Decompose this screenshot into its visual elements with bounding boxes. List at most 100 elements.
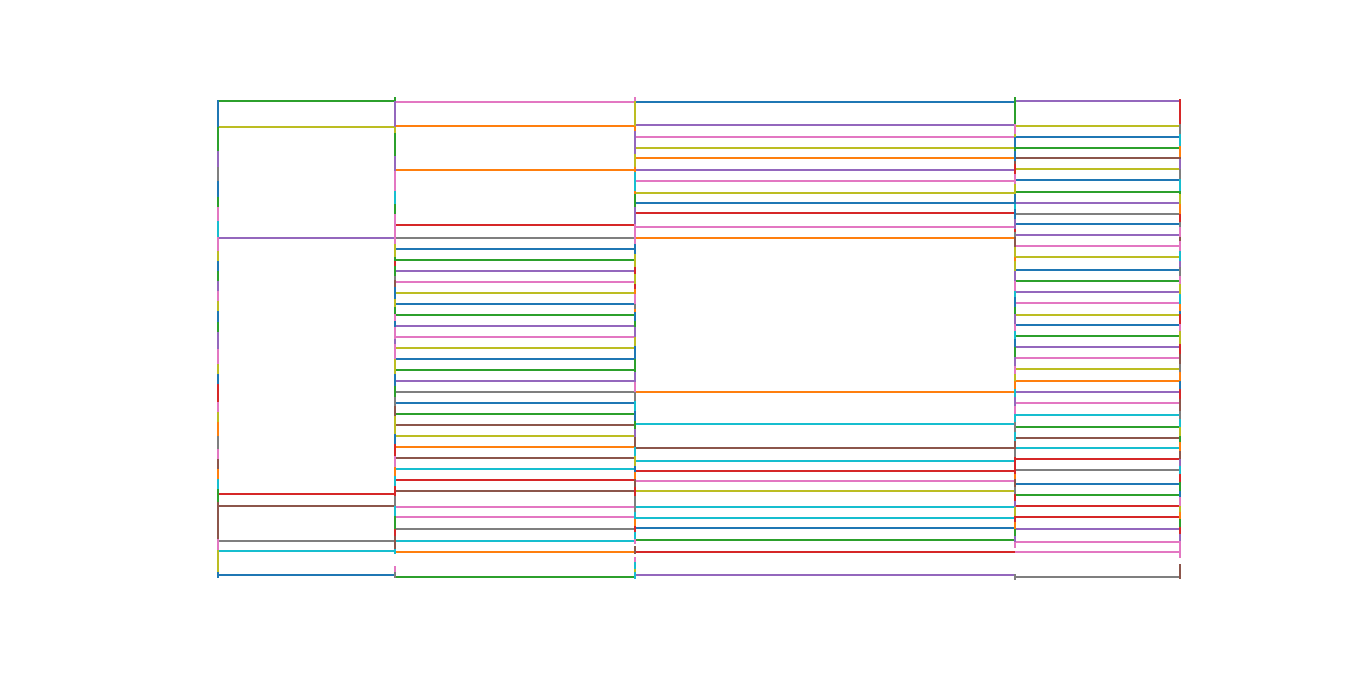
v-segment-x395 (394, 234, 396, 246)
v-segment-x395 (394, 486, 396, 498)
h-segment-col2 (395, 516, 635, 518)
v-segment-x395 (394, 434, 396, 446)
h-segment-col2 (395, 380, 635, 382)
h-segment-col4 (1015, 576, 1180, 578)
v-segment-x218 (217, 261, 219, 273)
h-segment-col4 (1015, 191, 1180, 193)
v-segment-x395 (394, 536, 396, 551)
v-segment-x395 (394, 397, 396, 408)
v-segment-x395 (394, 321, 396, 329)
v-segment-x1015 (1014, 307, 1016, 316)
h-segment-col2 (395, 457, 635, 459)
v-segment-x635 (634, 411, 636, 423)
v-segment-x218 (217, 502, 219, 541)
v-segment-x635 (634, 172, 636, 193)
h-segment-col4 (1015, 426, 1180, 428)
v-segment-x635 (634, 254, 636, 269)
v-segment-x635 (634, 572, 636, 579)
v-segment-x1015 (1014, 232, 1016, 239)
h-segment-col1 (218, 540, 395, 542)
h-segment-col2 (395, 358, 635, 360)
v-segment-x1015 (1014, 441, 1016, 451)
v-segment-x635 (634, 372, 636, 384)
v-segment-x218 (217, 100, 219, 129)
v-segment-x1015 (1014, 219, 1016, 231)
v-segment-x1015 (1014, 97, 1016, 126)
v-segment-x1180 (1179, 372, 1181, 383)
h-segment-col2 (395, 468, 635, 470)
h-segment-col4 (1015, 458, 1180, 460)
v-segment-x635 (634, 304, 636, 311)
h-segment-col3 (635, 539, 1015, 541)
v-segment-x1015 (1014, 339, 1016, 349)
v-segment-x395 (394, 529, 396, 538)
v-segment-x218 (217, 291, 219, 303)
v-segment-x395 (394, 276, 396, 282)
v-segment-x218 (217, 364, 219, 376)
v-segment-x218 (217, 459, 219, 471)
v-segment-x395 (394, 171, 396, 193)
v-segment-x1180 (1179, 497, 1181, 508)
h-segment-col2 (395, 551, 635, 553)
h-segment-col4 (1015, 291, 1180, 293)
v-segment-x395 (394, 496, 396, 508)
v-segment-x1015 (1014, 542, 1016, 548)
h-segment-col4 (1015, 256, 1180, 258)
v-segment-x1180 (1179, 251, 1181, 263)
h-segment-col1 (218, 126, 395, 128)
h-segment-col3 (635, 527, 1015, 529)
v-segment-x635 (634, 131, 636, 156)
h-segment-col3 (635, 506, 1015, 508)
h-segment-col3 (635, 480, 1015, 482)
h-segment-col4 (1015, 483, 1180, 485)
h-segment-col3 (635, 551, 1015, 553)
v-segment-x395 (394, 549, 396, 554)
h-segment-col4 (1015, 494, 1180, 496)
h-segment-col2 (395, 248, 635, 250)
h-segment-col4 (1015, 179, 1180, 181)
h-segment-col3 (635, 147, 1015, 149)
v-segment-x635 (634, 526, 636, 534)
v-segment-x218 (217, 207, 219, 223)
h-segment-col3 (635, 169, 1015, 171)
v-segment-x635 (634, 456, 636, 468)
v-segment-x395 (394, 261, 396, 268)
v-segment-x395 (394, 299, 396, 309)
v-segment-x218 (217, 167, 219, 183)
v-segment-x1180 (1179, 331, 1181, 346)
h-segment-col4 (1015, 302, 1180, 304)
v-segment-x635 (634, 346, 636, 361)
h-segment-col1 (218, 505, 395, 507)
v-segment-x1180 (1179, 294, 1181, 306)
h-segment-col2 (395, 314, 635, 316)
v-segment-x635 (634, 244, 636, 256)
v-segment-x635 (634, 97, 636, 103)
h-segment-col4 (1015, 469, 1180, 471)
v-segment-x635 (634, 496, 636, 514)
v-segment-x1180 (1179, 354, 1181, 366)
v-segment-x1180 (1179, 512, 1181, 521)
v-segment-x635 (634, 321, 636, 329)
v-segment-x218 (217, 271, 219, 283)
v-segment-x1015 (1014, 474, 1016, 481)
h-segment-col2 (395, 237, 635, 239)
v-segment-x1180 (1179, 284, 1181, 296)
v-segment-x1180 (1179, 311, 1181, 316)
v-segment-x1015 (1014, 184, 1016, 196)
h-segment-col4 (1015, 414, 1180, 416)
h-segment-col4 (1015, 551, 1180, 553)
h-segment-col4 (1015, 368, 1180, 370)
v-segment-x218 (217, 197, 219, 209)
v-segment-x395 (394, 406, 396, 418)
v-segment-x218 (217, 422, 219, 438)
v-segment-x218 (217, 221, 219, 239)
v-segment-x395 (394, 572, 396, 578)
h-segment-col3 (635, 180, 1015, 182)
v-segment-x1015 (1014, 237, 1016, 249)
h-segment-col2 (395, 347, 635, 349)
v-segment-x1180 (1179, 482, 1181, 493)
v-segment-x635 (634, 359, 636, 374)
h-segment-col4 (1015, 380, 1180, 382)
v-segment-x218 (217, 251, 219, 263)
v-segment-x1180 (1179, 527, 1181, 536)
